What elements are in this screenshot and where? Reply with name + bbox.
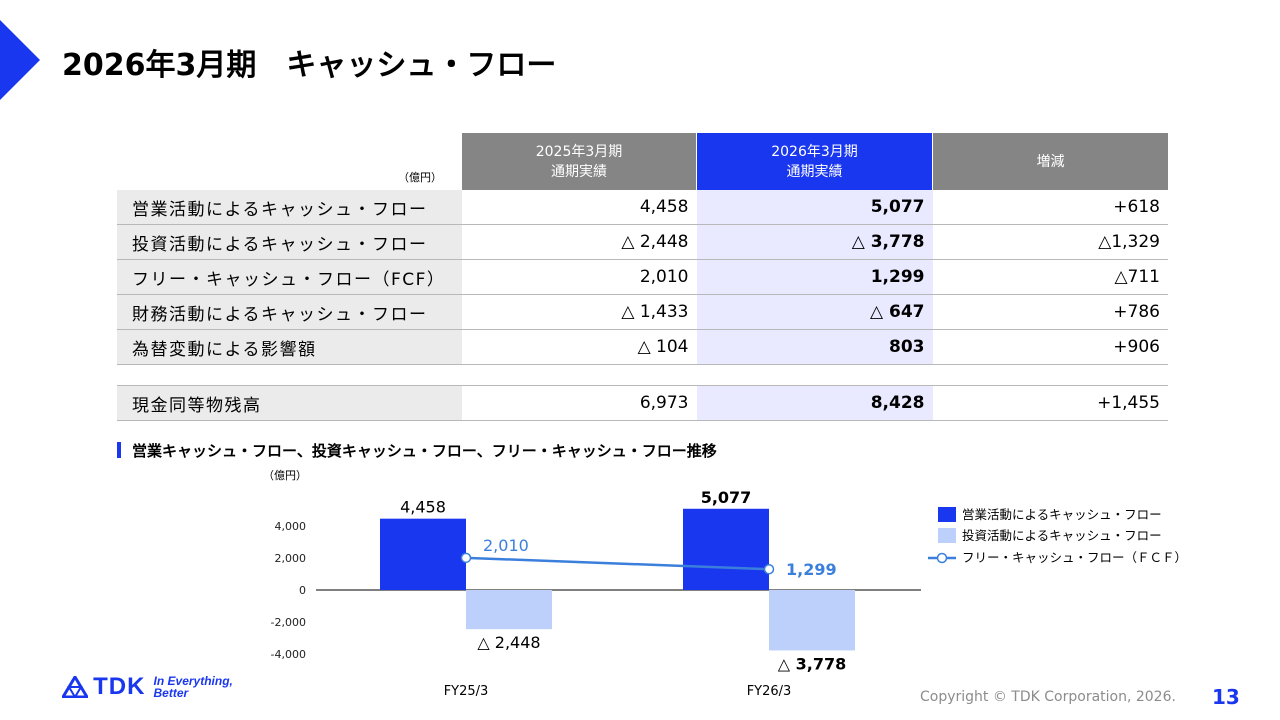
operating-cf-label: 5,077 [701, 488, 752, 507]
unit-label: （億円） [398, 171, 442, 184]
table-row: 為替変動による影響額 △ 104 803 +906 [117, 329, 1168, 365]
table-header-row: （億円） 2025年3月期 通期実績 2026年3月期 通期実績 増減 [117, 133, 1168, 190]
tdk-tagline: In Everything, Better [153, 674, 233, 700]
table-row: 財務活動によるキャッシュ・フロー △ 1,433 △ 647 +786 [117, 294, 1168, 330]
change-value: △1,329 [932, 224, 1168, 260]
legend-label-operating: 営業活動によるキャッシュ・フロー [962, 507, 1162, 522]
y-tick-label: 0 [299, 584, 306, 597]
prev-value: △ 1,433 [462, 294, 697, 330]
legend-swatch-investing [938, 528, 956, 543]
change-value: +906 [932, 329, 1168, 365]
change-value: +786 [932, 294, 1168, 330]
y-tick-label: 2,000 [275, 552, 307, 565]
chart-unit-label: （億円） [263, 469, 307, 482]
investing-cf-bar [769, 590, 855, 651]
investing-cf-label: △ 2,448 [477, 633, 540, 652]
investing-cf-bar [466, 590, 552, 630]
table-row: 営業活動によるキャッシュ・フロー 4,458 5,077 +618 [117, 190, 1168, 225]
operating-cf-label: 4,458 [400, 498, 446, 517]
row-label: 営業活動によるキャッシュ・フロー [117, 190, 462, 225]
fcf-line [465, 556, 770, 571]
table-spacer-row [117, 364, 1168, 386]
copyright-text: Copyright © TDK Corporation, 2026. [920, 689, 1176, 705]
tdk-logo-text: TDK [93, 673, 146, 700]
cash-flow-table: （億円） 2025年3月期 通期実績 2026年3月期 通期実績 増減 営業活動… [117, 133, 1168, 421]
row-label: 現金同等物残高 [117, 385, 462, 421]
investing-cf-label: △ 3,778 [778, 654, 846, 673]
header-current-year: 2026年3月期 通期実績 [696, 133, 933, 190]
table-row: フリー・キャッシュ・フロー（FCF） 2,010 1,299 △711 [117, 259, 1168, 295]
fcf-point [460, 552, 472, 564]
prev-value: 4,458 [462, 190, 697, 225]
legend-label-investing: 投資活動によるキャッシュ・フロー [962, 528, 1162, 543]
tdk-logo-mark-icon [62, 676, 88, 698]
fcf-label: 1,299 [786, 560, 837, 579]
y-tick-label: 4,000 [275, 520, 307, 533]
prev-value: △ 2,448 [462, 224, 697, 260]
row-label: 財務活動によるキャッシュ・フロー [117, 294, 462, 330]
header-change: 増減 [932, 133, 1168, 190]
current-value: △ 3,778 [696, 224, 933, 260]
page-number: 13 [1212, 685, 1240, 709]
page-title: 2026年3月期 キャッシュ・フロー [62, 48, 557, 83]
current-value: △ 647 [696, 294, 933, 330]
current-value: 5,077 [696, 190, 933, 225]
row-label: フリー・キャッシュ・フロー（FCF） [117, 259, 462, 295]
fcf-label: 2,010 [483, 536, 529, 555]
chart-section-title: 営業キャッシュ・フロー、投資キャッシュ・フロー、フリー・キャッシュ・フロー推移 [132, 442, 717, 460]
x-category-label: FY25/3 [444, 684, 489, 699]
prev-value: △ 104 [462, 329, 697, 365]
operating-cf-bar [380, 518, 466, 590]
header-prev-year: 2025年3月期 通期実績 [462, 133, 697, 190]
operating-cf-bar [683, 508, 769, 590]
change-value: △711 [932, 259, 1168, 295]
legend-marker-fcf [936, 552, 948, 564]
x-category-label: FY26/3 [747, 684, 792, 699]
y-tick-label: -4,000 [271, 648, 306, 661]
tdk-logo: TDK In Everything, Better [62, 673, 233, 703]
section-marker [117, 442, 121, 458]
prev-value: 6,973 [462, 385, 697, 421]
change-value: +1,455 [932, 385, 1168, 421]
current-value: 8,428 [696, 385, 933, 421]
row-label: 投資活動によるキャッシュ・フロー [117, 224, 462, 260]
fcf-point [763, 563, 775, 575]
current-value: 803 [696, 329, 933, 365]
prev-value: 2,010 [462, 259, 697, 295]
y-tick-label: -2,000 [271, 616, 306, 629]
table-total-row: 現金同等物残高 6,973 8,428 +1,455 [117, 385, 1168, 421]
table-row: 投資活動によるキャッシュ・フロー △ 2,448 △ 3,778 △1,329 [117, 224, 1168, 260]
row-label: 為替変動による影響額 [117, 329, 462, 365]
legend-swatch-operating [938, 507, 956, 522]
current-value: 1,299 [696, 259, 933, 295]
change-value: +618 [932, 190, 1168, 225]
legend-label-fcf: フリー・キャッシュ・フロー（ＦＣＦ） [962, 550, 1187, 565]
corner-arrow-decoration [0, 20, 40, 100]
